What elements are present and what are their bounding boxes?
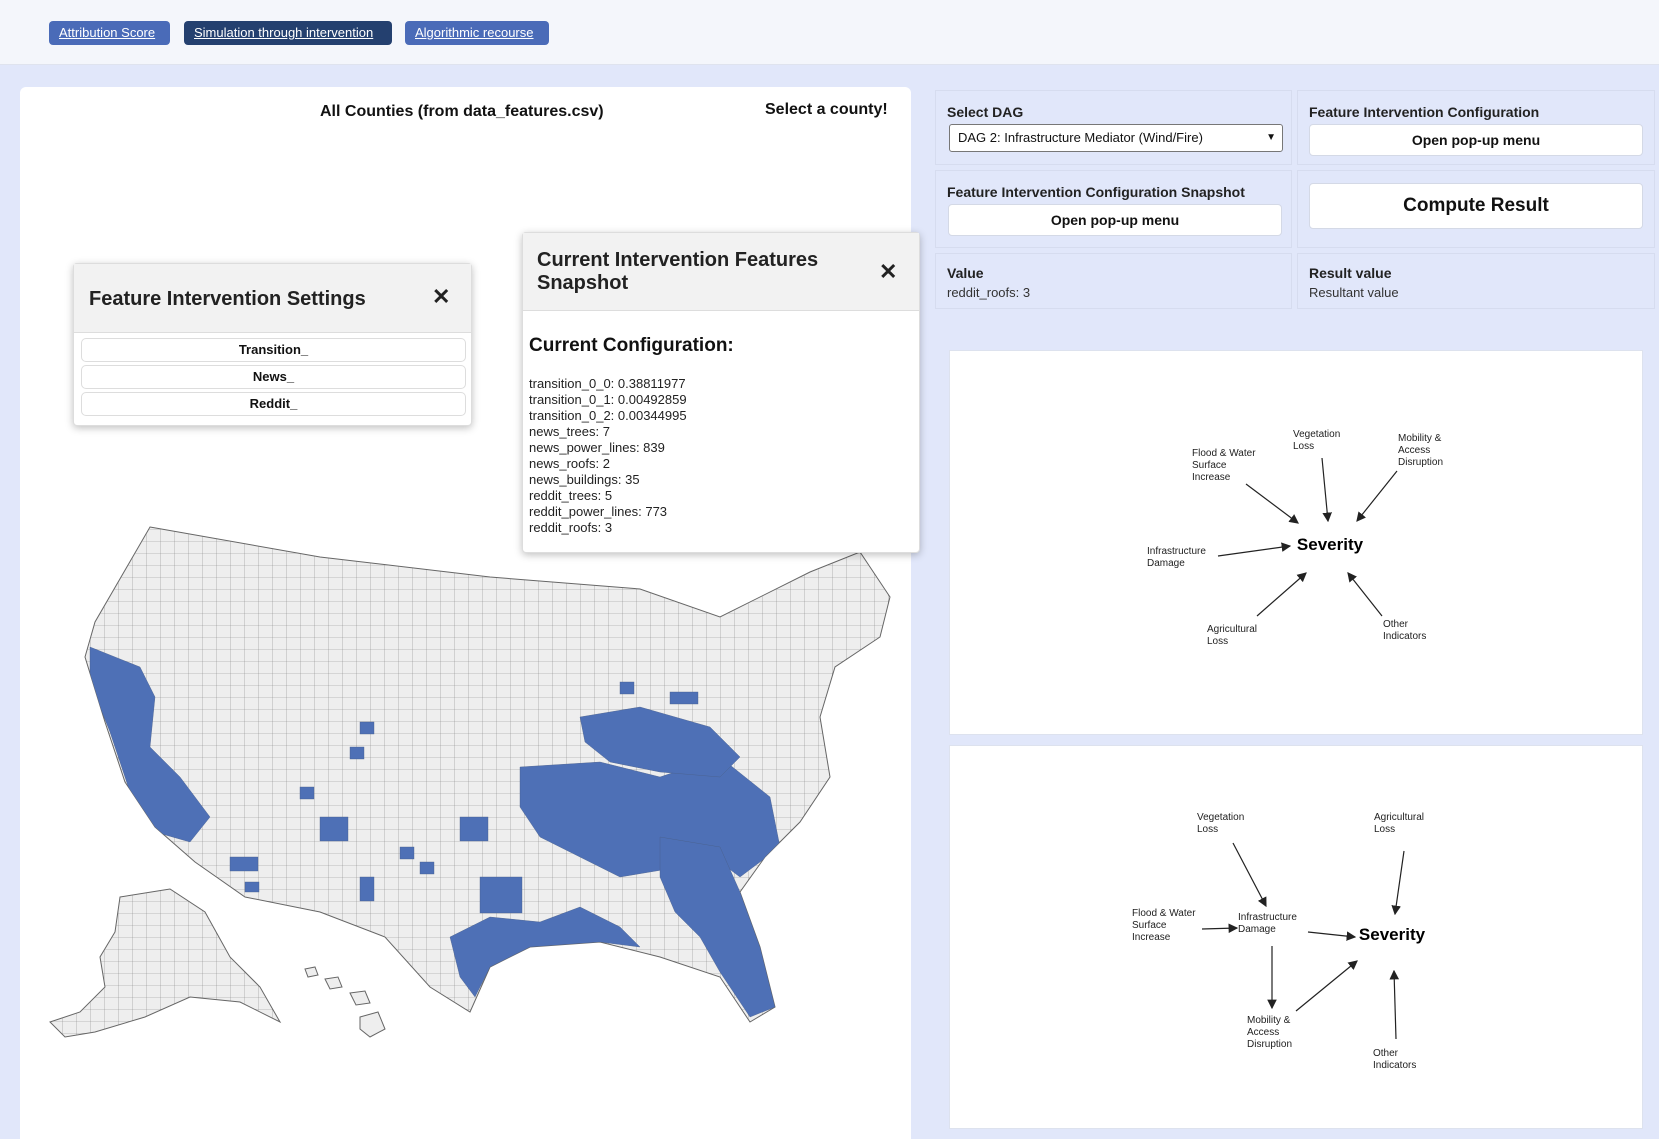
dag1-node-infrastructure-damage: Infrastructure Damage (1147, 546, 1206, 569)
dag2-node-mobility-access: Mobility & Access Disruption (1247, 1015, 1292, 1050)
dag1-node-agricultural-loss: Agricultural Loss (1207, 624, 1257, 647)
value-cell: Value reddit_roofs: 3 (935, 253, 1292, 309)
dag2-node-infrastructure-damage: Infrastructure Damage (1238, 912, 1297, 935)
snapshot-config-list: transition_0_0: 0.38811977 transition_0_… (529, 376, 687, 536)
tab-attribution-score[interactable]: Attribution Score (49, 21, 170, 45)
config-line: reddit_roofs: 3 (529, 520, 613, 535)
fis-item-reddit[interactable]: Reddit_ (81, 392, 466, 416)
dag1-severity-node: Severity (1297, 535, 1364, 554)
tab-simulation-through-intervention[interactable]: Simulation through intervention (184, 21, 392, 45)
select-dag-label: Select DAG (947, 104, 1024, 120)
dag2-node-flood-water: Flood & Water Surface Increase (1132, 908, 1196, 943)
config-line: news_power_lines: 839 (529, 440, 665, 455)
map-panel: All Counties (from data_features.csv) Se… (20, 87, 920, 1139)
dag1-nodes: Vegetation Loss Mobility & Access Disruptio… (1147, 429, 1443, 647)
fic-open-button[interactable]: Open pop-up menu (1309, 124, 1643, 156)
close-icon[interactable]: ✕ (879, 259, 898, 284)
config-line: news_buildings: 35 (529, 472, 640, 487)
dag1-node-other-indicators: Other Indicators (1383, 619, 1426, 642)
fis-item-news[interactable]: News_ (81, 365, 466, 389)
config-line: transition_0_1: 0.00492859 (529, 392, 687, 407)
close-icon[interactable]: ✕ (432, 284, 451, 309)
intervention-snapshot-panel: Current Intervention Features Snapshot ✕… (522, 232, 920, 553)
result-label: Result value (1309, 265, 1392, 281)
snapshot-title: Current Intervention Features Snapshot (537, 249, 819, 294)
select-county-prompt: Select a county! (765, 101, 888, 118)
dag2-node-agricultural-loss: Agricultural Loss (1374, 812, 1424, 835)
value-text: reddit_roofs: 3 (947, 285, 1031, 300)
snapshot-header: Current Intervention Features Snapshot ✕ (523, 233, 919, 311)
chevron-down-icon: ▼ (1266, 132, 1276, 143)
compute-result-button[interactable]: Compute Result (1309, 183, 1643, 229)
select-dag-dropdown[interactable]: DAG 2: Infrastructure Mediator (Wind/Fir… (949, 124, 1283, 152)
highlighted-counties (89, 646, 781, 1018)
config-line: transition_0_0: 0.38811977 (529, 376, 686, 391)
county-map[interactable] (20, 517, 911, 1139)
dag2-edges (1201, 842, 1405, 1040)
tab-algorithmic-recourse[interactable]: Algorithmic recourse (405, 21, 549, 45)
fic-label: Feature Intervention Configuration (1309, 104, 1540, 120)
contiguous-us (84, 526, 891, 1023)
fis-item-transition[interactable]: Transition_ (81, 338, 466, 362)
dag2-nodes: Vegetation Loss Agricultural Loss Flood & … (1132, 812, 1424, 1071)
fic-snapshot-label: Feature Intervention Configuration Snaps… (947, 184, 1245, 200)
result-cell: Result value Resultant value (1297, 253, 1655, 309)
config-line: news_roofs: 2 (529, 456, 610, 471)
dag1-edges (1217, 457, 1398, 617)
config-line: transition_0_2: 0.00344995 (529, 408, 687, 423)
fic-snapshot-open-button[interactable]: Open pop-up menu (948, 204, 1282, 236)
config-line: reddit_trees: 5 (529, 488, 613, 503)
dag1-node-vegetation-loss: Vegetation Loss (1293, 429, 1340, 452)
top-nav-bar: Attribution Score Simulation through int… (0, 0, 1659, 65)
value-label: Value (947, 265, 984, 281)
dag2-node-vegetation-loss: Vegetation Loss (1197, 812, 1244, 835)
alaska (49, 888, 282, 1038)
dag2-severity-node: Severity (1359, 925, 1426, 944)
dag1-node-mobility-access: Mobility & Access Disruption (1398, 433, 1443, 468)
config-line: reddit_power_lines: 773 (529, 504, 668, 519)
select-dag-value: DAG 2: Infrastructure Mediator (Wind/Fir… (958, 130, 1203, 145)
dag1-node-flood-water: Flood & Water Surface Increase (1192, 448, 1256, 483)
map-title: All Counties (from data_features.csv) (320, 103, 604, 120)
dag-diagram-1: Severity Vegetation Loss Mobility & Access… (949, 350, 1643, 735)
result-text: Resultant value (1309, 285, 1399, 300)
dag-diagram-2: Severity Vegetation Loss Agricultural Loss… (949, 745, 1643, 1129)
hawaii (304, 966, 386, 1038)
dag2-node-other-indicators: Other Indicators (1373, 1048, 1416, 1071)
feature-intervention-settings-panel: Feature Intervention Settings ✕ Transiti… (73, 263, 472, 426)
fis-header: Feature Intervention Settings ✕ (74, 264, 471, 333)
config-line: news_trees: 7 (529, 424, 610, 439)
snapshot-subtitle: Current Configuration: (529, 335, 734, 356)
fis-title: Feature Intervention Settings (89, 288, 366, 310)
